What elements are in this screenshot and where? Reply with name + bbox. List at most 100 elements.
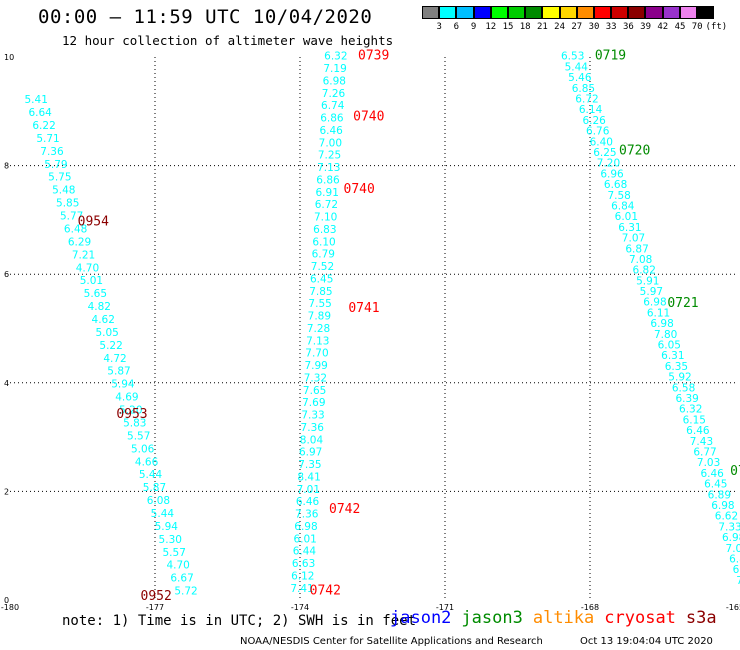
- wave-height-value: 5.94: [155, 521, 179, 533]
- color-swatch: [628, 6, 646, 19]
- wave-height-value: 8.41: [297, 471, 320, 483]
- wave-height-value: 5.44: [151, 508, 175, 520]
- pass-time-label: 0739: [358, 49, 389, 64]
- wave-height-value: 7.65: [303, 385, 326, 397]
- wave-height-value: 6.31: [661, 350, 684, 362]
- wave-height-value: 6.8: [733, 564, 740, 576]
- color-swatch: [456, 6, 474, 19]
- wave-height-value: 6.12: [291, 570, 314, 582]
- color-scale-label: 33: [605, 22, 617, 32]
- color-swatch: [611, 6, 629, 19]
- wave-height-value: 7.41: [290, 583, 313, 595]
- satellite-legend-cryosat: cryosat: [604, 608, 676, 628]
- wave-height-value: 6.97: [299, 447, 322, 459]
- y-tick-label: 6: [4, 270, 9, 279]
- wave-height-value: 5.48: [52, 185, 75, 197]
- wave-height-value: 6.58: [672, 382, 695, 394]
- color-scale-label: 9: [470, 22, 477, 32]
- y-tick-label: 8: [4, 162, 9, 171]
- color-scale-labels: 3 6 9 12 15 18 21 24 27 30 33 36 39 42 45 70 (ft): [422, 22, 740, 34]
- wave-height-value: 7.80: [654, 329, 677, 341]
- wave-height-value: 5.72: [174, 586, 197, 598]
- wave-height-value: 7.19: [323, 63, 346, 75]
- color-scale-label: (ft): [705, 22, 728, 32]
- wave-height-value: 6.25: [593, 147, 616, 159]
- wave-height-value: 7.58: [607, 190, 630, 202]
- color-swatch: [662, 6, 680, 19]
- wave-height-value: 6.01: [293, 533, 316, 545]
- wave-height-value: 5.46: [568, 72, 592, 84]
- wave-height-value: 7.70: [305, 348, 328, 360]
- wave-height-value: 6.48: [64, 223, 87, 235]
- wave-height-value: 6.83: [313, 224, 336, 236]
- wave-height-value: 7.85: [309, 286, 332, 298]
- wave-height-value: 6.40: [590, 136, 613, 148]
- wave-height-value: 4.62: [92, 314, 115, 326]
- wave-height-value: 5.22: [99, 340, 122, 352]
- wave-height-value: 5.57: [163, 547, 186, 559]
- wave-height-value: 6.01: [615, 211, 638, 223]
- wave-height-value: 5.92: [668, 372, 691, 384]
- color-swatch: [525, 6, 543, 19]
- wave-height-value: 7.35: [298, 459, 321, 471]
- wave-height-value: 6.46: [686, 425, 710, 437]
- wave-height-value: 7.00: [319, 137, 342, 149]
- wave-height-value: 5.44: [139, 469, 163, 481]
- color-swatch: [645, 6, 663, 19]
- wave-height-value: 6.45: [704, 479, 727, 491]
- satellite-legend-jason2: jason2: [390, 608, 452, 628]
- wave-height-value: 4.70: [76, 262, 99, 274]
- wave-height-value: 6.46: [319, 125, 343, 137]
- color-swatch: [422, 6, 440, 19]
- wave-height-value: 7.03: [697, 457, 720, 469]
- wave-height-value: 6.22: [32, 120, 55, 132]
- wave-height-value: 6.86: [316, 174, 340, 186]
- color-swatch: [593, 6, 612, 19]
- pass-time-label: 0742: [329, 502, 360, 517]
- wave-height-value: 6.91: [316, 187, 339, 199]
- wave-height-value: 5.44: [565, 61, 589, 73]
- wave-height-value: 6.67: [170, 573, 193, 585]
- color-swatch: [490, 6, 508, 19]
- wave-height-value: 5.85: [56, 198, 79, 210]
- pass-time-label: 0742: [310, 584, 341, 599]
- wave-height-value: 6.45: [310, 273, 333, 285]
- wave-height-value: 6.26: [582, 115, 606, 127]
- pass-time-label: 0741: [348, 301, 379, 316]
- wave-height-value: 6.98: [711, 500, 734, 512]
- wave-height-value: 7.36: [295, 509, 319, 521]
- wave-height-value: 5.87: [143, 482, 166, 494]
- wave-height-value: 5.91: [636, 275, 659, 287]
- wave-height-value: 7.25: [318, 150, 341, 162]
- wave-height-value: 7.01: [297, 484, 320, 496]
- wave-height-value: 7.08: [629, 254, 652, 266]
- wave-height-value: 4.69: [115, 392, 138, 404]
- color-scale-label: 12: [485, 22, 497, 32]
- wave-height-value: 7.43: [690, 436, 713, 448]
- pass-time-label: 0720: [619, 144, 650, 159]
- wave-height-value: 6.87: [625, 243, 648, 255]
- wave-height-value: 5.83: [123, 417, 146, 429]
- color-swatch: [559, 6, 577, 19]
- color-swatch: [697, 6, 715, 19]
- wave-height-value: 6.46: [700, 468, 724, 480]
- chart-subtitle: 12 hour collection of altimeter wave hei…: [62, 33, 394, 48]
- wave-height-value: 5.65: [84, 288, 107, 300]
- wave-height-value: 5.97: [640, 286, 663, 298]
- pass-time-label: 0740: [353, 110, 384, 125]
- wave-height-value: 7.20: [597, 158, 620, 170]
- color-scale-label: 45: [674, 22, 686, 32]
- wave-height-value: 6.68: [604, 179, 627, 191]
- wave-height-value: 7.99: [304, 360, 327, 372]
- wave-height-value: 7.28: [307, 323, 330, 335]
- y-tick-label: 4: [4, 379, 9, 388]
- wave-height-value: 5.30: [159, 534, 182, 546]
- x-tick-label: -165: [726, 603, 740, 612]
- wave-height-value: 5.87: [107, 366, 130, 378]
- pass-time-label: 0721: [667, 296, 698, 311]
- wave-height-value: 6.32: [324, 51, 347, 63]
- wave-height-value: 4.72: [103, 353, 126, 365]
- x-tick-label: -174: [291, 603, 309, 612]
- wave-height-value: 6.15: [683, 414, 706, 426]
- color-scale-label: 3: [436, 22, 442, 32]
